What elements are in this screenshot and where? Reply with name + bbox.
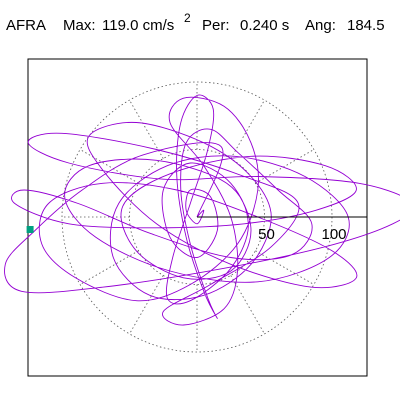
radial-tick-label-100: 100	[321, 226, 346, 243]
grid-spoke-210	[79, 250, 139, 285]
max-unit-exponent: 2	[184, 11, 191, 25]
trace-series-0	[4, 94, 400, 326]
grid-spoke-30	[255, 149, 315, 184]
station-name: AFRA	[6, 17, 47, 34]
marker-square	[26, 226, 34, 233]
grid-spoke-60	[230, 99, 265, 159]
max-value: 119.0 cm/s	[102, 17, 175, 34]
trace-group	[4, 94, 400, 326]
grid-spoke-300	[230, 275, 265, 335]
angle-label: Ang:	[305, 17, 336, 34]
grid-spoke-330	[255, 250, 315, 285]
max-label: Max:	[63, 17, 96, 34]
radial-tick-label-50: 50	[258, 226, 275, 243]
angle-value: 184.5	[347, 17, 385, 34]
grid-spoke-240	[129, 275, 164, 335]
grid-spoke-120	[129, 99, 164, 159]
grid-spoke-150	[79, 149, 139, 184]
period-label: Per:	[202, 17, 230, 34]
radial-tick-labels: 50 100	[258, 226, 346, 243]
marker-group	[26, 226, 34, 233]
chart-header: AFRA Max: 119.0 cm/s 2 Per: 0.240 s Ang:…	[0, 0, 400, 40]
period-value: 0.240 s	[240, 17, 290, 34]
